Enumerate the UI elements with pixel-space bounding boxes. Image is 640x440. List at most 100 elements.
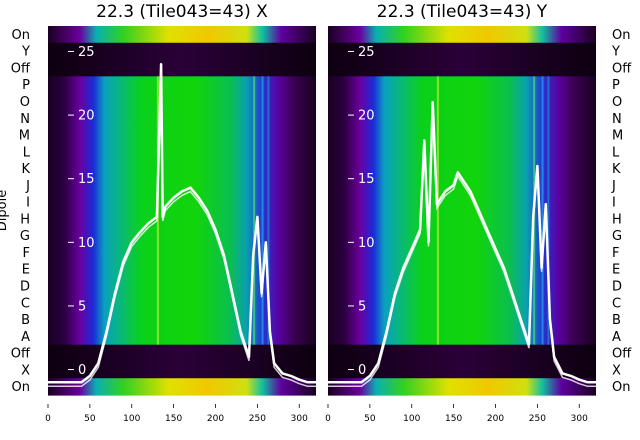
- overlay-series-line: [48, 68, 316, 388]
- row-label: N: [612, 112, 622, 127]
- chart-panel-2: 22.3 (Tile043=43) YOnYOffPONMLKJIHGFEDCB…: [325, 2, 632, 424]
- heatmap-row: [328, 143, 596, 161]
- row-label: M: [19, 129, 30, 144]
- row-label: Off: [11, 61, 31, 76]
- row-label: J: [25, 179, 30, 194]
- row-label: I: [26, 196, 30, 211]
- x-tick-label: 0: [45, 414, 51, 424]
- heatmap-row: [328, 193, 596, 212]
- heatmap-row: [328, 260, 596, 279]
- row-label: Y: [21, 45, 30, 60]
- heatmap-row: [328, 160, 596, 178]
- heatmap-row: [48, 42, 316, 61]
- row-label: G: [612, 229, 622, 244]
- heatmap-row: [328, 311, 596, 329]
- overlay-tick-label: 5: [78, 299, 86, 314]
- x-tick-label: 200: [207, 414, 224, 424]
- heatmap-row: [328, 294, 596, 312]
- row-label: G: [20, 229, 30, 244]
- row-label: Off: [612, 61, 632, 76]
- heatmap-row: [48, 244, 316, 262]
- row-label: X: [612, 363, 621, 378]
- overlay-series-line: [328, 106, 596, 388]
- x-tick-label: 50: [84, 414, 96, 424]
- heatmap-row: [328, 244, 596, 262]
- x-tick-label: 200: [487, 414, 504, 424]
- heatmap-streak: [436, 76, 439, 345]
- heatmap-streak: [261, 76, 264, 345]
- row-label: H: [20, 212, 30, 227]
- row-label: D: [20, 279, 30, 294]
- heatmap-row: [48, 176, 316, 195]
- heatmap-row: [48, 160, 316, 178]
- heatmap-row: [48, 126, 316, 145]
- row-label: F: [23, 246, 30, 261]
- row-label: P: [22, 78, 30, 93]
- heatmap-row: [48, 227, 316, 245]
- overlay-tick-label: 15: [358, 172, 375, 187]
- row-label: L: [612, 145, 620, 160]
- heatmap-row: [328, 210, 596, 228]
- overlay-tick-label: 20: [358, 109, 375, 124]
- row-label: Off: [11, 347, 31, 362]
- row-label: J: [611, 179, 616, 194]
- overlay-tick-label: 20: [78, 109, 95, 124]
- row-label: K: [612, 162, 621, 177]
- heatmap-row: [328, 59, 596, 77]
- heatmap-row: [48, 327, 316, 346]
- row-label: On: [612, 28, 630, 43]
- x-tick-label: 250: [249, 414, 266, 424]
- heatmap-row: [328, 109, 596, 128]
- x-tick-label: 300: [571, 414, 588, 424]
- heatmap-row: [48, 143, 316, 161]
- heatmap-row: [328, 26, 596, 44]
- x-tick-label: 0: [325, 414, 331, 424]
- row-label: M: [612, 129, 623, 144]
- heatmap-streak: [547, 76, 550, 345]
- heatmap-row: [328, 378, 596, 396]
- row-label: On: [12, 380, 30, 395]
- overlay-tick-label: 10: [78, 236, 95, 251]
- heatmap-row: [328, 277, 596, 295]
- heatmap-row: [48, 277, 316, 295]
- heatmap-row: [48, 378, 316, 396]
- row-label: H: [612, 212, 622, 227]
- heatmap-row: [328, 76, 596, 94]
- row-label: A: [612, 330, 621, 345]
- chart-title: 22.3 (Tile043=43) X: [96, 2, 268, 22]
- overlay-tick-label: 0: [358, 363, 366, 378]
- x-tick-label: 50: [364, 414, 376, 424]
- row-label: E: [22, 263, 30, 278]
- x-tick-label: 100: [403, 414, 420, 424]
- row-label: B: [21, 313, 30, 328]
- heatmap-row: [328, 93, 596, 111]
- x-tick-label: 300: [291, 414, 308, 424]
- heatmap-row: [48, 109, 316, 128]
- heatmap-row: [48, 93, 316, 111]
- heatmap-row: [328, 42, 596, 61]
- row-label: On: [612, 380, 630, 395]
- overlay-tick-label: 15: [78, 172, 95, 187]
- heatmap-row: [328, 344, 596, 363]
- chart-panel-1: 22.3 (Tile043=43) XOnYOffPONMLKJIHGFEDCB…: [0, 2, 316, 424]
- heatmap-row: [48, 26, 316, 44]
- overlay-tick-label: 25: [78, 45, 95, 60]
- row-label: A: [21, 330, 30, 345]
- row-label: B: [612, 313, 621, 328]
- row-label: E: [612, 263, 620, 278]
- x-tick-label: 150: [445, 414, 462, 424]
- heatmap-row: [48, 210, 316, 228]
- row-label: O: [20, 95, 30, 110]
- overlay-tick-label: 25: [358, 45, 375, 60]
- row-label: K: [21, 162, 30, 177]
- row-label: N: [20, 112, 30, 127]
- x-tick-label: 150: [165, 414, 182, 424]
- row-label: C: [21, 296, 30, 311]
- row-label: Off: [612, 347, 632, 362]
- heatmap-row: [48, 344, 316, 363]
- y-axis-label: Dipole: [0, 190, 10, 231]
- overlay-tick-label: 5: [358, 299, 366, 314]
- x-tick-label: 250: [529, 414, 546, 424]
- row-label: Y: [611, 45, 620, 60]
